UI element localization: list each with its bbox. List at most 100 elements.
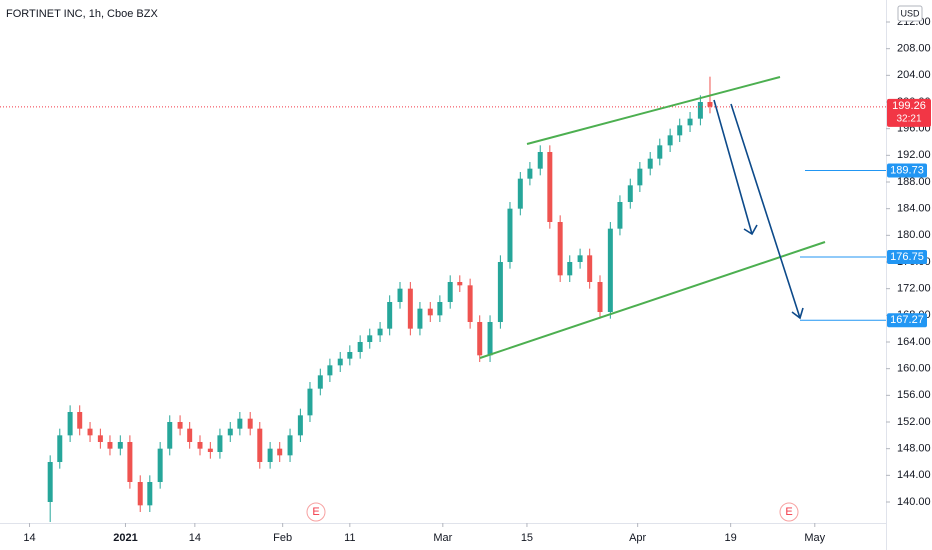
price-badges: 199.26 32:21 189.73 176.75 167.27 [887,98,931,328]
candle-body [687,118,693,126]
x-tick-label: 2021 [113,532,137,544]
x-tick-label: 14 [189,532,201,544]
x-tick-label: 14 [23,532,35,544]
candle-body [187,428,193,442]
level-label: 189.73 [890,164,924,176]
candle-body [587,255,593,282]
candle-body [567,262,573,276]
candle-body [497,262,503,322]
candle-body [197,442,203,449]
candle-body [277,448,283,456]
candle-body [227,428,233,436]
candle-body [537,152,543,169]
y-tick-label: 148.00 [897,443,931,455]
candle-body [467,285,473,322]
candle-body [47,462,53,502]
candle-body [57,435,63,462]
candle-body [97,435,103,442]
x-tick-label: Mar [433,532,452,544]
candle-body [177,422,183,429]
candle-body [397,288,403,302]
candle-body [137,482,143,506]
x-tick-label: Feb [273,532,292,544]
arrow [730,103,804,320]
candle-body [657,145,663,159]
candle-body [547,152,553,222]
candle-body [117,442,123,449]
candle-body [207,448,213,452]
y-tick-label: 160.00 [897,363,931,375]
level-badge [887,250,927,264]
candle-body [477,322,483,356]
candle-body [147,482,153,506]
candle-body [237,418,243,429]
x-tick-label: 15 [521,532,533,544]
level-badge [887,313,927,328]
y-tick-label: 192.00 [897,149,931,161]
candle-body [597,282,603,312]
earnings-label: E [312,506,319,518]
y-tick-label: 140.00 [897,496,931,508]
candle-body [707,102,713,107]
candle-body [407,288,413,329]
candle-body [157,448,163,482]
candle-body [317,375,323,389]
channel-lower [479,241,826,359]
arrow [713,99,758,236]
candle-body [87,428,93,436]
level-badge [887,163,927,178]
candle-body [417,308,423,329]
candle-body [67,412,73,436]
y-tick-label: 180.00 [897,229,931,241]
candle-body [217,435,223,452]
candle-body [517,178,523,209]
y-tick-label: 152.00 [897,416,931,428]
candle-body [337,358,343,366]
candle-body [697,102,703,119]
candle-body [377,328,383,336]
x-tick-label: May [804,532,825,544]
candle-body [167,422,173,449]
candle-body [647,158,653,169]
candle-body [387,302,393,329]
y-tick-label: 172.00 [897,283,931,295]
earnings-circle [779,502,799,522]
candle-body [327,365,333,376]
candle-body [77,412,83,429]
candle-body [347,352,353,359]
y-tick-label: 188.00 [897,176,931,188]
level-label: 176.75 [890,251,924,263]
candle-body [307,388,313,416]
candle-body [437,302,443,316]
candle-body [447,282,453,302]
countdown: 32:21 [896,114,921,125]
arrows [713,99,804,320]
candle-body [427,308,433,316]
candle-body [127,442,133,482]
y-tick-label: 184.00 [897,203,931,215]
candle-body [617,202,623,229]
candle-body [607,228,613,312]
candle-body [557,222,563,276]
currency: USD [900,8,920,18]
x-tick-label: Apr [629,532,646,544]
x-tick-label: 11 [344,532,355,544]
candle-body [637,168,643,186]
last-price-badge [887,98,931,127]
chart-title: FORTINET INC, 1h, Cboe BZX [6,8,158,20]
candle-body [257,428,263,462]
candle-body [267,448,273,462]
level-label: 167.27 [890,314,924,326]
y-tick-label: 208.00 [897,43,931,55]
candle-body [527,168,533,179]
earnings-circle [306,502,326,522]
candle-body [627,185,633,202]
candle-body [667,135,673,146]
currency-box [897,5,923,22]
y-tick-label: 144.00 [897,469,931,481]
candle-body [107,442,113,449]
candle-body [487,322,493,356]
candle-body [247,418,253,429]
y-tick-label: 156.00 [897,389,931,401]
